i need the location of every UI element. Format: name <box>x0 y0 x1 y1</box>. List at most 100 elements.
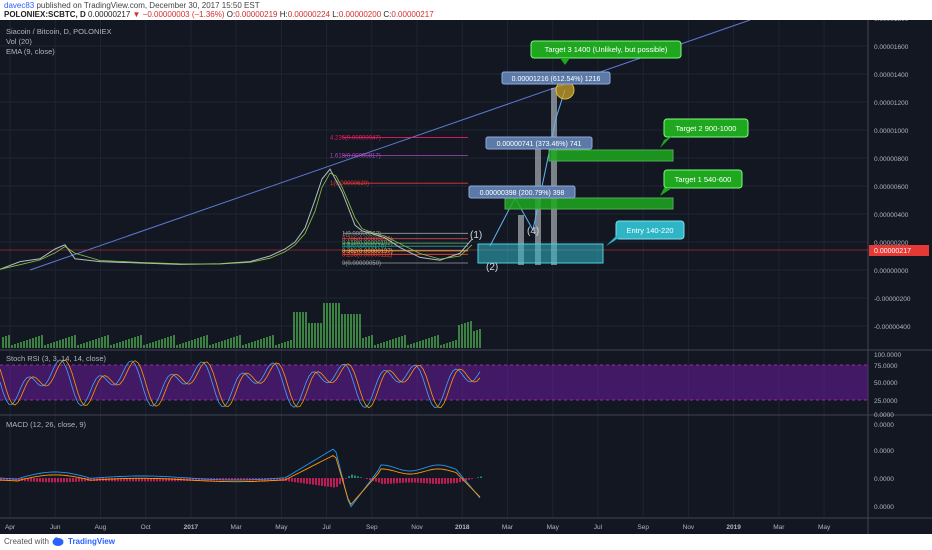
chart-background <box>0 20 932 534</box>
price-chart[interactable]: 4.236(0.00000947) 1.618(0.00000817) 1(0.00… <box>0 20 932 534</box>
last-price: 0.00000217 <box>88 10 131 19</box>
measure-741-label: 0.00000741 (373.46%) 741 <box>497 141 582 148</box>
wave-2-label: (2) <box>486 262 498 273</box>
published-text: published on TradingView.com, December 3… <box>36 1 260 10</box>
price-axis[interactable]: 0.00001800 0.00001600 0.00001400 0.00001200… <box>874 20 911 511</box>
down-arrow-icon: ▼ <box>132 10 141 19</box>
macd-legend: MACD (12, 26, close, 9) <box>6 420 87 429</box>
stoch-tick-2: 50.0000 <box>874 380 898 387</box>
time-axis[interactable]: Apr Jun Aug Oct 2017 Mar May Jul Sep Nov 2018 Mar Ma… <box>5 524 831 531</box>
trendline[interactable] <box>29 20 751 271</box>
macd-tick-2: 0.0000 <box>874 476 894 483</box>
price-tick-9: 0.00000000 <box>874 268 909 275</box>
time-tick-4: 2017 <box>184 524 199 531</box>
target-1-callout[interactable]: Target 1 540-600 <box>660 169 743 196</box>
current-price-tag-text: 0.00000217 <box>874 248 911 255</box>
target-1-zone[interactable] <box>504 197 674 210</box>
target-1-label: Target 1 540-600 <box>675 175 732 184</box>
vol-legend: Vol (20) <box>6 37 32 46</box>
wave-4-label: (4) <box>527 226 539 237</box>
fib-label-2: 1(0.00000620) <box>330 181 369 187</box>
entry-label: Entry 140-220 <box>626 226 673 235</box>
target-3-callout[interactable]: Target 3 1400 (Unlikely, but possible) <box>530 40 682 65</box>
measure-398[interactable]: 0.00000398 (200.79%) 398 <box>468 185 576 199</box>
stoch-legend: Stoch RSI (3, 3, 14, 14, close) <box>6 354 107 363</box>
price-tick-2: 0.00001400 <box>874 72 909 79</box>
symbol-label: POLONIEX:SCBTC, D <box>4 10 86 19</box>
fib-label-9: 0(0.00000050) <box>342 261 381 267</box>
tradingview-brand[interactable]: TradingView <box>68 537 115 546</box>
grid-lines <box>0 20 868 518</box>
time-tick-16: 2019 <box>726 524 741 531</box>
price-tick-5: 0.00000800 <box>874 156 909 163</box>
macd-tick-3: 0.0000 <box>874 504 894 511</box>
time-tick-15: Nov <box>683 524 695 531</box>
time-tick-8: Sep <box>366 524 378 531</box>
target-2-callout[interactable]: Target 2 900-1000 <box>660 118 749 148</box>
stoch-band <box>0 365 868 400</box>
time-tick-18: May <box>818 524 831 531</box>
open-label: O: <box>226 10 236 19</box>
time-tick-2: Aug <box>95 524 107 531</box>
time-tick-9: Nov <box>411 524 423 531</box>
fib-label-3: 1(0.00000262) <box>342 231 381 237</box>
macd-tick-1: 0.0000 <box>874 448 894 455</box>
main-legend-title: Siacoin / Bitcoin, D, POLONIEX <box>6 27 111 36</box>
fib-label-5: 0.618(0.00000192) <box>342 241 393 247</box>
price-tick-1: 0.00001600 <box>874 44 909 51</box>
price-tick-6: 0.00000600 <box>874 184 909 191</box>
high-label: H: <box>279 10 288 19</box>
target-3-label: Target 3 1400 (Unlikely, but possible) <box>545 45 668 54</box>
ohlc-readout: POLONIEX:SCBTC, D 0.00000217 ▼ −0.000000… <box>4 10 434 19</box>
fib-label-4: 0.786(0.00000223) <box>342 237 393 243</box>
projection-bar-3 <box>551 88 557 265</box>
stoch-tick-4: 0.0000 <box>874 412 894 419</box>
target-2-zone[interactable] <box>548 149 674 162</box>
open-value: 0.00000219 <box>235 10 278 19</box>
chart-header: davec83 published on TradingView.com, De… <box>0 0 932 20</box>
time-tick-11: Mar <box>502 524 514 531</box>
measure-1216-label: 0.00001216 (612.54%) 1216 <box>512 76 601 83</box>
stoch-tick-0: 100.0000 <box>874 352 901 359</box>
price-tick-11: -0.00000400 <box>874 324 911 331</box>
low-label: L: <box>332 10 339 19</box>
low-value: 0.00000200 <box>338 10 382 19</box>
ema-legend: EMA (9, close) <box>6 47 55 56</box>
projection-bar-1 <box>518 215 524 265</box>
price-series <box>0 168 473 270</box>
time-tick-13: Jul <box>594 524 603 531</box>
fib-retracement[interactable]: 4.236(0.00000947) 1.618(0.00000817) 1(0.00… <box>330 135 468 267</box>
entry-callout[interactable]: Entry 140-220 <box>606 220 685 246</box>
stoch-tick-1: 75.0000 <box>874 363 898 370</box>
time-tick-1: Jun <box>50 524 61 531</box>
volume-bars <box>2 303 481 348</box>
target-2-label: Target 2 900-1000 <box>676 124 737 133</box>
ema-series <box>0 172 473 270</box>
author-link[interactable]: davec83 <box>4 1 35 10</box>
price-tick-3: 0.00001200 <box>874 100 909 107</box>
created-with-text: Created with <box>4 537 49 546</box>
measure-741[interactable]: 0.00000741 (373.46%) 741 <box>485 136 593 150</box>
time-tick-12: May <box>547 524 560 531</box>
fib-label-7: 0.382(0.00000137) <box>342 249 393 255</box>
stoch-rsi-lines <box>0 359 481 409</box>
price-tick-7: 0.00000400 <box>874 212 909 219</box>
fib-label-8: 0.236(0.00000112) <box>342 252 392 258</box>
time-tick-3: Oct <box>141 524 151 531</box>
close-value: 0.00000217 <box>391 10 434 19</box>
time-tick-6: May <box>275 524 288 531</box>
time-tick-7: Jul <box>322 524 331 531</box>
close-label: C: <box>383 10 392 19</box>
measure-1216[interactable]: 0.00001216 (612.54%) 1216 <box>501 71 611 85</box>
fib-label-1: 1.618(0.00000817) <box>330 154 381 160</box>
time-tick-10: 2018 <box>455 524 470 531</box>
price-tick-10: -0.00000200 <box>874 296 911 303</box>
price-tick-0: 0.00001800 <box>874 20 909 23</box>
entry-zone[interactable] <box>477 243 604 264</box>
tradingview-cloud-icon <box>52 537 64 546</box>
time-tick-17: Mar <box>773 524 785 531</box>
fib-label-6: 0.5(0.00000170) <box>342 244 386 250</box>
time-tick-14: Sep <box>637 524 649 531</box>
macd-lines <box>0 448 482 508</box>
price-tick-8: 0.00000200 <box>874 240 909 247</box>
